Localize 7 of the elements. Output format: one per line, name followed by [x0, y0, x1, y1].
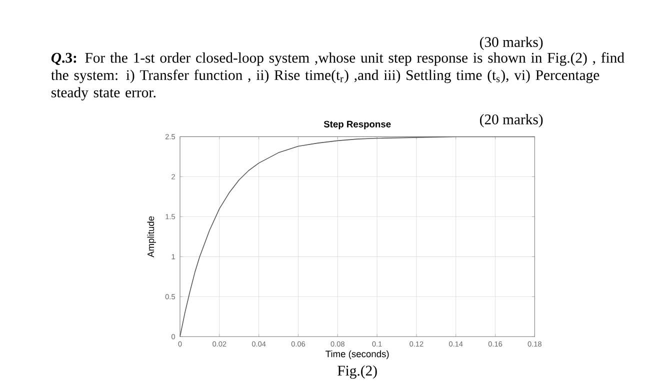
- y-axis-title: Amplitude: [147, 216, 156, 258]
- text: (20 marks): [480, 114, 543, 128]
- chart-title: Step Response: [324, 120, 391, 130]
- text: (30 marks): [480, 36, 543, 50]
- text: Q.3: For the 1-st order closed-loop system ,whose unit step response is shown in Fig.(2) , find the system: i) Transfer function , ii) Rise time(t$_{r}$) ,and iii) Settling time (t$_{s}$), vi) Percentage steady state error.: [51, 52, 624, 100]
- text: Fig.(2): [338, 365, 377, 379]
- x-axis-title: Time (seconds): [326, 350, 389, 360]
